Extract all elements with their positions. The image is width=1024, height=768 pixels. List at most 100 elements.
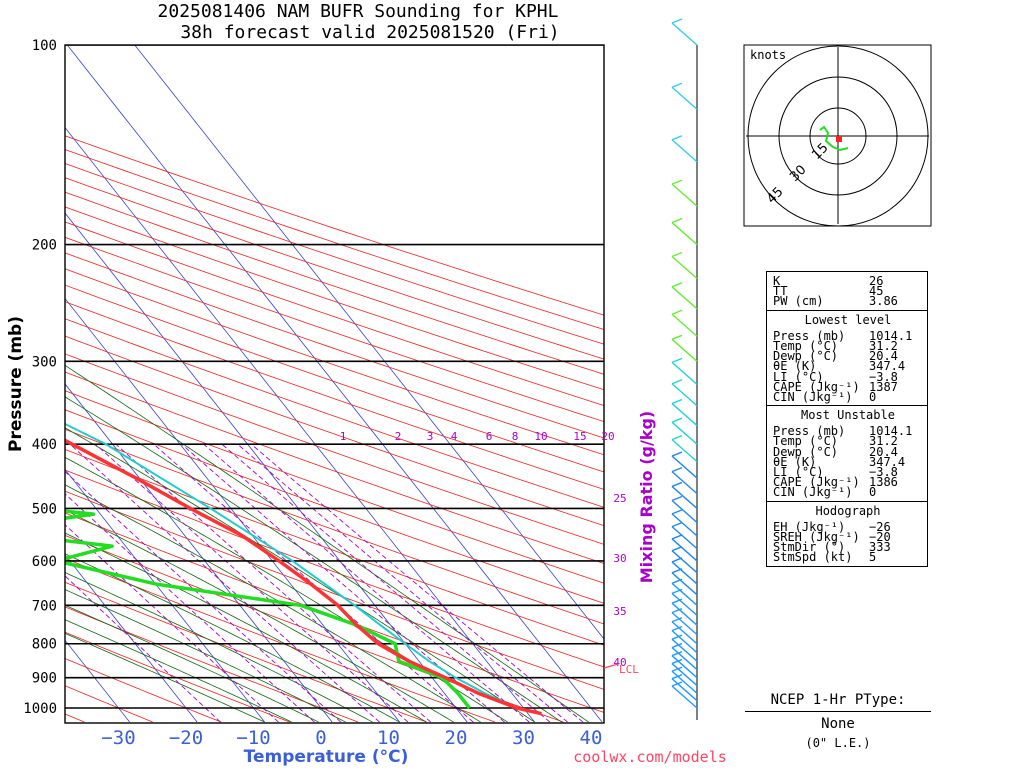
moist-adiabat-line [65, 427, 535, 723]
dry-adiabat-line [65, 428, 604, 625]
pressure-tick-label: 400 [32, 437, 57, 453]
mixing-ratio-label: 3 [427, 430, 434, 443]
ptype-title: NCEP 1-Hr PType: [745, 692, 931, 712]
dry-adiabat-line [65, 512, 604, 713]
hodograph-stats-title: Hodograph [815, 503, 881, 518]
wind-barb [671, 612, 698, 636]
wind-barb [671, 86, 698, 110]
wind-barb [671, 578, 683, 584]
wind-barb [671, 139, 698, 163]
wind-barb [671, 634, 683, 640]
dewpoint-trace [65, 509, 471, 710]
dry-adiabat-line [65, 469, 604, 668]
most-unstable: Most Unstable Press (mb) 1014.1 Temp (°C) 31… [767, 405, 927, 501]
hodograph-trace [819, 125, 849, 152]
lcl-tick [603, 663, 619, 669]
mixing-ratio-label: 1 [340, 430, 347, 443]
wind-barb [671, 379, 683, 385]
wind-barb [671, 572, 698, 596]
isotherm-line [65, 212, 468, 723]
wind-barb [671, 617, 683, 623]
temp-tick-label: 40 [580, 727, 603, 749]
stat-row: CIN (Jkg⁻¹) 0 [773, 389, 877, 404]
dry-adiabat-line [65, 658, 222, 723]
wind-barb [671, 651, 683, 657]
title-line-2: 38h forecast valid 2025081520 (Fri) [180, 22, 559, 43]
wind-barb [671, 286, 698, 310]
temperature-trace [65, 438, 542, 716]
stat-row: StmDir (°) 333 [773, 540, 891, 555]
wind-barb [671, 403, 698, 427]
stat-row: θE (K) 347.4 [773, 454, 906, 469]
mixing-ratio-label: 25 [613, 492, 626, 505]
lcl-label: LCL [619, 663, 639, 676]
mixing-ratio-label: 35 [613, 605, 626, 618]
dry-adiabat-line [65, 534, 564, 723]
pressure-tick-label: 1000 [23, 701, 57, 717]
mixing-ratio-line [237, 443, 568, 723]
pressure-tick-label: 300 [32, 354, 57, 370]
wind-barb [671, 526, 698, 550]
mixing-ratio-line [203, 443, 530, 723]
wind-barb [671, 495, 683, 502]
dry-adiabat-line [65, 581, 427, 723]
precip-type-box: NCEP 1-Hr PType: None (0" L.E.) [745, 692, 931, 750]
temp-tick-label: −20 [169, 727, 203, 749]
temp-tick-label: 0 [315, 727, 326, 749]
moist-adiabat-line [65, 604, 319, 723]
temp-tick-label: 10 [377, 727, 400, 749]
wind-barb [671, 522, 683, 528]
mixing-ratio-line [115, 443, 431, 723]
wind-barb [671, 674, 683, 680]
wind-barb [671, 658, 683, 665]
stat-row: SREH (Jkg⁻¹) −20 [773, 529, 891, 544]
wind-barb [671, 592, 698, 616]
hodograph-ring-label: 45 [764, 185, 786, 207]
wind-barb [671, 183, 698, 207]
wind-barb [671, 357, 683, 364]
mixing-ratio-label: 40 [613, 656, 626, 669]
storm-motion-marker [836, 136, 842, 142]
lowest-level-title: Lowest level [804, 312, 892, 327]
pressure-tick-label: 700 [32, 598, 57, 614]
mixing-ratio-label: 10 [534, 430, 547, 443]
wind-barb [671, 681, 683, 687]
wind-barb [671, 663, 698, 687]
wind-barb [671, 638, 698, 662]
wind-barb [671, 685, 698, 709]
mixing-ratio-label: 2 [395, 430, 402, 443]
wind-barb [671, 630, 698, 654]
wind-barb [671, 222, 698, 246]
dry-adiabat-line [65, 284, 604, 473]
temp-tick-label: −10 [236, 727, 270, 749]
credit-text: coolwx.com/models [573, 748, 727, 766]
wind-barb [671, 534, 683, 540]
parcel-trace [65, 422, 542, 715]
wind-barb [671, 499, 698, 523]
dry-adiabat-line [65, 191, 604, 375]
wind-barb [671, 455, 698, 479]
isotherm-line [65, 468, 265, 723]
dry-adiabat-line [65, 236, 604, 423]
wind-barb [671, 621, 698, 645]
stat-row: Press (mb) 1014.1 [773, 424, 913, 439]
wind-barb [671, 485, 698, 509]
wind-barb [671, 550, 698, 574]
stat-row: LI (°C) −3.8 [773, 465, 898, 480]
wind-barb [671, 255, 698, 280]
stat-row: Press (mb) 1014.1 [773, 328, 913, 343]
wind-barb [671, 217, 683, 224]
wind-barb [671, 383, 698, 407]
stat-row: Dewp (°C) 20.4 [773, 349, 898, 364]
wind-barb [671, 466, 683, 473]
pressure-tick-label: 600 [32, 554, 57, 570]
moist-adiabat-line [65, 589, 346, 723]
wind-barb [671, 598, 683, 604]
dry-adiabat-line [65, 252, 604, 439]
temp-tick-label: 30 [512, 727, 535, 749]
moist-adiabat-line [65, 632, 265, 723]
mixing-ratio-axis-label: Mixing Ratio (g/kg) [637, 411, 656, 583]
pressure-tick-label: 800 [32, 637, 57, 653]
mixing-ratio-label: 30 [613, 552, 626, 565]
